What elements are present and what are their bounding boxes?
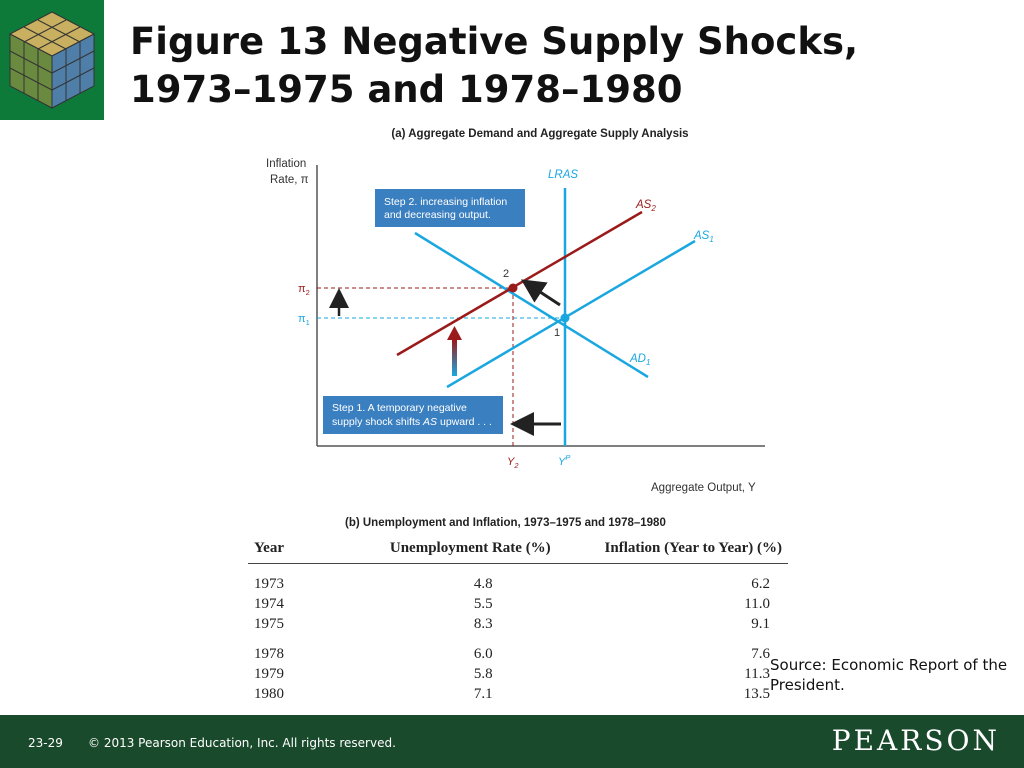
cell-unemployment: 5.5 <box>473 595 493 612</box>
pi1-tick: π1 <box>298 313 310 327</box>
table-header-row: Year Unemployment Rate (%) Inflation (Ye… <box>248 538 788 564</box>
as1-curve <box>446 239 696 389</box>
table-row: 1979 5.8 11.3 <box>248 664 788 684</box>
equilibrium-shift-arrow <box>520 279 561 307</box>
pearson-logo: PEARSON <box>831 724 1000 757</box>
table-row: 1978 6.0 7.6 <box>248 634 788 664</box>
cell-year: 1979 <box>254 665 284 682</box>
cell-year: 1978 <box>254 645 284 662</box>
ad1-label: AD1 <box>629 353 650 367</box>
cell-inflation: 11.3 <box>744 665 770 682</box>
cell-inflation: 11.0 <box>744 595 770 612</box>
step2-line2: and decreasing output. <box>384 209 491 221</box>
step1-box: Step 1. A temporary negative supply shoc… <box>323 396 503 434</box>
header-year: Year <box>248 538 294 564</box>
ad1-curve <box>414 231 649 379</box>
slide-number: 23-29 <box>28 736 63 750</box>
as1-label: AS1 <box>693 230 714 244</box>
cell-year: 1974 <box>254 595 284 612</box>
y-axis-label-line2: Rate, π <box>270 174 309 186</box>
cell-unemployment: 5.8 <box>473 665 493 682</box>
as-shift-arrow <box>447 326 462 376</box>
slide-title: Figure 13 Negative Supply Shocks, 1973–1… <box>130 18 1010 114</box>
step1-line2: supply shock shifts AS upward . . . <box>332 416 492 428</box>
header-inflation: Inflation (Year to Year) (%) <box>580 538 788 564</box>
step2-line1: Step 2. increasing inflation <box>384 196 507 208</box>
table-row: 1980 7.1 13.5 <box>248 684 788 704</box>
table-row: 1975 8.3 9.1 <box>248 614 788 634</box>
cell-year: 1973 <box>254 575 284 592</box>
as2-curve <box>396 210 643 357</box>
cell-inflation: 9.1 <box>751 615 770 632</box>
copyright-text: © 2013 Pearson Education, Inc. All right… <box>88 736 396 750</box>
pi2-tick: π2 <box>298 283 310 297</box>
y2-tick: Y2 <box>507 456 519 470</box>
step1-line1: Step 1. A temporary negative <box>332 402 467 414</box>
cell-inflation: 6.2 <box>751 575 770 592</box>
cell-unemployment: 4.8 <box>473 575 493 592</box>
footer-bar: 23-29 © 2013 Pearson Education, Inc. All… <box>0 715 1024 768</box>
table-row: 1973 4.8 6.2 <box>248 564 788 595</box>
cell-inflation: 13.5 <box>743 685 770 702</box>
step2-box: Step 2. increasing inflation and decreas… <box>375 189 525 227</box>
cell-unemployment: 7.1 <box>473 685 493 702</box>
source-note: Source: Economic Report of the President… <box>770 656 1008 694</box>
as2-label: AS2 <box>635 199 656 213</box>
panel-a-title: (a) Aggregate Demand and Aggregate Suppl… <box>391 128 689 140</box>
ad-as-diagram: Inflation Rate, π Aggregate Output, Y LR… <box>266 158 765 494</box>
cell-year: 1975 <box>254 615 284 632</box>
point-2-label: 2 <box>503 268 509 280</box>
cell-unemployment: 8.3 <box>473 615 493 632</box>
cell-unemployment: 6.0 <box>473 645 493 662</box>
cell-year: 1980 <box>254 685 284 702</box>
cube-logo <box>0 0 104 120</box>
slide-title-line1: Figure 13 Negative Supply Shocks, <box>130 20 859 63</box>
panel-b-title: (b) Unemployment and Inflation, 1973–197… <box>345 517 666 529</box>
cell-inflation: 7.6 <box>751 645 770 662</box>
y-axis-label-line1: Inflation <box>266 158 306 170</box>
slide-title-line2: 1973–1975 and 1978–1980 <box>130 68 683 111</box>
yp-tick: YP <box>558 453 570 468</box>
point-2-marker <box>508 283 518 293</box>
header-unemployment: Unemployment Rate (%) <box>293 538 581 564</box>
table-row: 1974 5.5 11.0 <box>248 594 788 614</box>
unemployment-inflation-table: Year Unemployment Rate (%) Inflation (Ye… <box>248 538 788 704</box>
lras-label: LRAS <box>548 169 578 181</box>
point-1-marker <box>560 313 570 323</box>
x-axis-label: Aggregate Output, Y <box>651 482 756 494</box>
rubiks-cube-icon <box>0 0 104 120</box>
point-1-label: 1 <box>554 327 560 339</box>
